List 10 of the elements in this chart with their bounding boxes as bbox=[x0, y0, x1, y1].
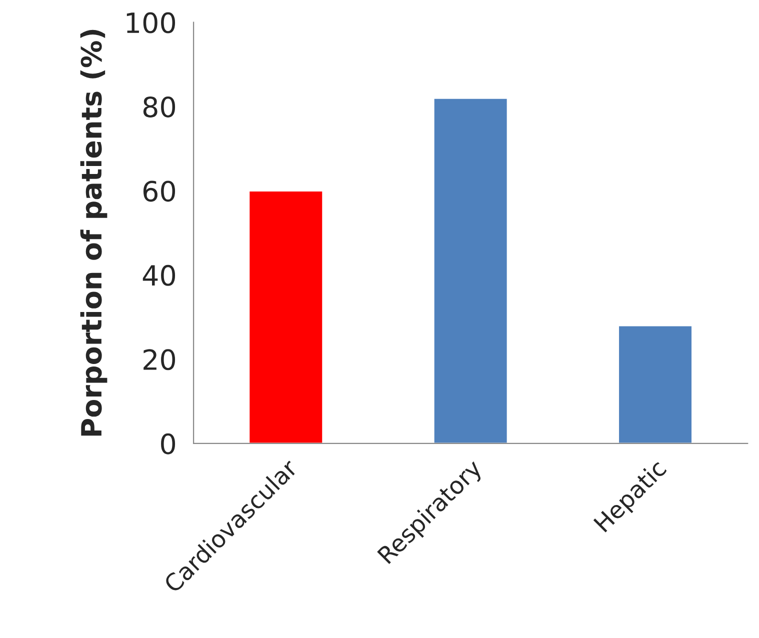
y-axis-title: Porportion of patients (%) bbox=[80, 30, 108, 436]
y-tick-label: 0 bbox=[161, 433, 176, 454]
bar bbox=[618, 324, 693, 444]
y-tick-label: 20 bbox=[144, 349, 176, 370]
y-tick-label: 40 bbox=[142, 264, 176, 286]
y-tick-label: 80 bbox=[143, 96, 176, 118]
bar bbox=[248, 190, 324, 444]
bar bbox=[432, 97, 508, 444]
y-tick-label: 100 bbox=[126, 12, 176, 34]
y-tick-label: 60 bbox=[143, 180, 176, 202]
